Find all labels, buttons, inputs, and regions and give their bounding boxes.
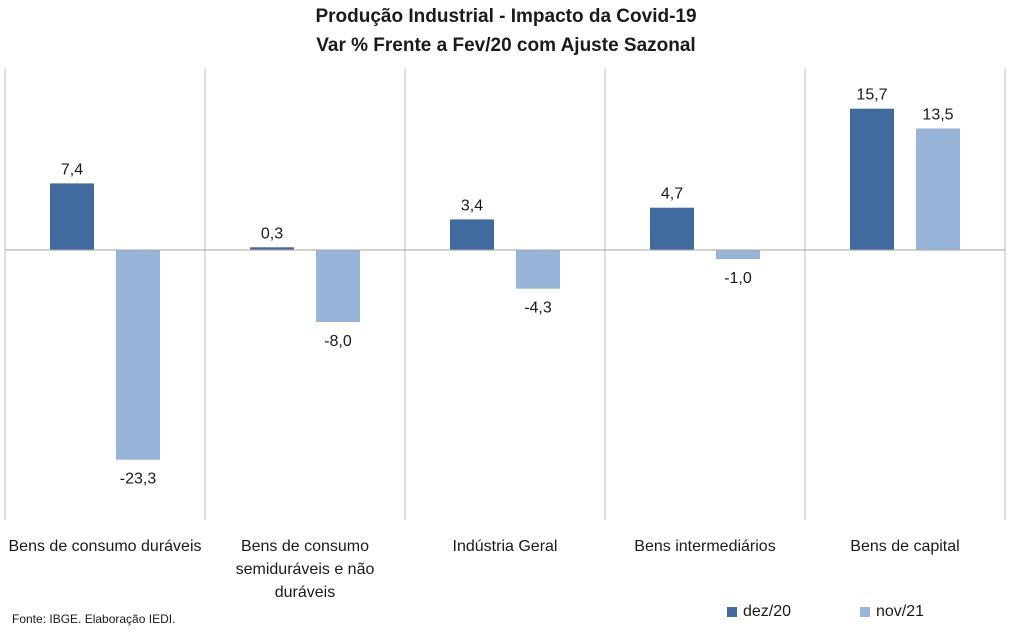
- data-label: 15,7: [856, 87, 887, 104]
- bar: [450, 219, 494, 250]
- data-label: -8,0: [324, 333, 352, 350]
- data-label: -23,3: [120, 471, 157, 488]
- chart-title: Produção Industrial - Impacto da Covid-1…: [315, 6, 697, 27]
- data-label: 0,3: [261, 225, 283, 242]
- category-label-industria-geral: Indústria Geral: [452, 538, 558, 555]
- bar: [850, 108, 894, 250]
- legend-swatch-dez20: [727, 607, 737, 617]
- bar: [316, 250, 360, 322]
- bar: [250, 247, 294, 250]
- data-label: -1,0: [724, 270, 752, 287]
- data-label: 4,7: [661, 186, 683, 203]
- data-label: -4,3: [524, 300, 552, 317]
- category-label-duraveis: Bens de consumo duráveis: [8, 538, 202, 555]
- category-label-semiduraveis: Bens de consumo semiduráveis e não duráv…: [235, 538, 375, 601]
- data-label: 13,5: [922, 107, 953, 124]
- bar: [50, 183, 94, 250]
- legend-item-nov21: nov/21: [860, 603, 924, 621]
- legend-swatch-nov21: [860, 607, 870, 617]
- data-label: 3,4: [461, 197, 483, 214]
- bar: [916, 128, 960, 250]
- bar: [650, 207, 694, 250]
- bar-chart: 7,4 0,3 3,4 4,7 15,7 -23,3 -8,0 -4,3 -1,0 13,5: [4, 68, 1006, 520]
- source-note: Fonte: IBGE. Elaboração IEDI.: [12, 612, 176, 626]
- legend-label-dez20: dez/20: [743, 603, 792, 620]
- bar: [516, 250, 560, 289]
- chart-subtitle: Var % Frente a Fev/20 com Ajuste Sazonal: [316, 35, 696, 56]
- legend-item-dez20: dez/20: [727, 603, 791, 621]
- category-label-intermediarios: Bens intermediários: [634, 538, 776, 555]
- bar: [116, 250, 160, 460]
- bar: [716, 250, 760, 259]
- legend-label-nov21: nov/21: [876, 603, 925, 620]
- category-label-capital: Bens de capital: [850, 538, 960, 555]
- data-label: 7,4: [61, 161, 83, 178]
